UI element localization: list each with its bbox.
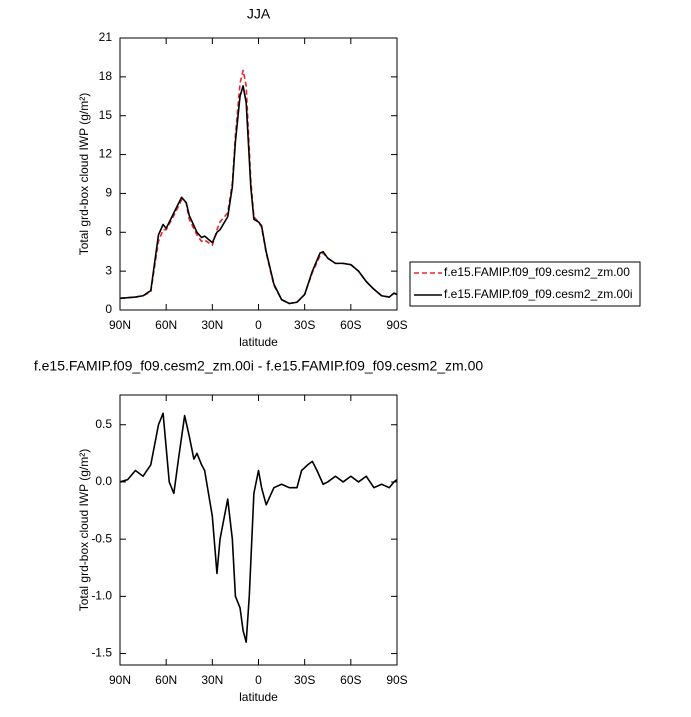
y-axis-label: Total grd-box cloud IWP (g/m²) [77, 93, 91, 256]
legend-label: f.e15.FAMIP.f09_f09.cesm2_zm.00 [444, 265, 630, 279]
x-tick-label: 60S [340, 673, 361, 687]
y-tick-label: -1.5 [91, 646, 112, 660]
y-tick-label: 0.5 [95, 417, 112, 431]
x-tick-label: 30N [201, 673, 223, 687]
x-tick-label: 30S [294, 318, 315, 332]
y-tick-label: 18 [99, 69, 113, 83]
y-tick-label: 6 [105, 224, 112, 238]
x-tick-label: 60N [155, 318, 177, 332]
y-tick-label: 12 [99, 147, 113, 161]
x-tick-label: 90N [109, 318, 131, 332]
y-axis-label: Total grd-box cloud IWP (g/m²) [77, 449, 91, 612]
y-tick-label: 3 [105, 263, 112, 277]
x-axis-label: latitude [239, 690, 278, 704]
x-tick-label: 90N [109, 673, 131, 687]
chart-title: f.e15.FAMIP.f09_f09.cesm2_zm.00i - f.e15… [34, 358, 483, 374]
x-tick-label: 30N [201, 318, 223, 332]
data-line [119, 412, 398, 643]
plot-frame [119, 37, 398, 311]
x-tick-label: 90S [386, 318, 407, 332]
legend-label: f.e15.FAMIP.f09_f09.cesm2_zm.00i [444, 287, 633, 301]
plot-frame [119, 394, 398, 666]
x-tick-label: 60N [155, 673, 177, 687]
y-tick-label: -1.0 [91, 589, 112, 603]
y-tick-label: 0 [105, 302, 112, 316]
x-tick-label: 0 [255, 318, 262, 332]
x-tick-label: 60S [340, 318, 361, 332]
x-tick-label: 30S [294, 673, 315, 687]
y-tick-label: 0.0 [95, 474, 112, 488]
data-line [119, 85, 398, 305]
x-tick-label: 0 [255, 673, 262, 687]
x-tick-label: 90S [386, 673, 407, 687]
y-tick-label: 21 [99, 30, 113, 44]
y-tick-label: 9 [105, 186, 112, 200]
y-tick-label: 15 [99, 108, 113, 122]
chart-title: JJA [247, 6, 271, 22]
legend-box [409, 261, 641, 307]
y-tick-label: -0.5 [91, 531, 112, 545]
x-axis-label: latitude [239, 335, 278, 349]
